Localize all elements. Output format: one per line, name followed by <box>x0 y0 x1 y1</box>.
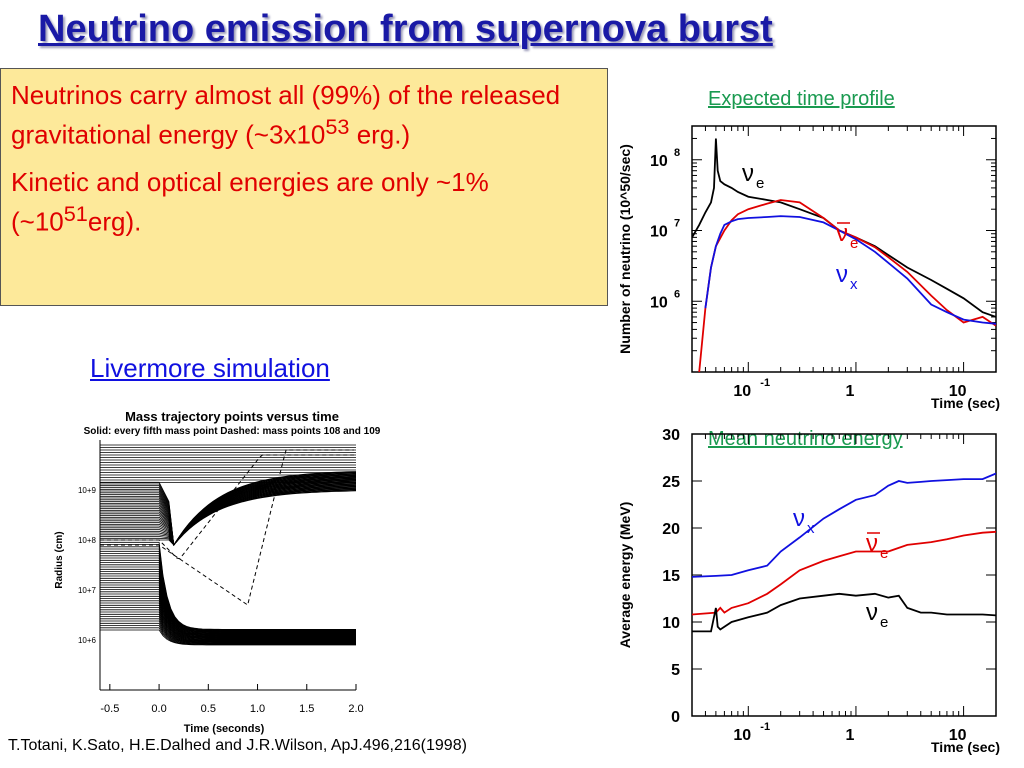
mean-energy-series-line-0 <box>692 472 996 578</box>
livermore-x-tick-label: 2.0 <box>348 703 363 715</box>
time-profile-y-axis-title: Number of neutrino (10^50/sec) <box>617 144 633 354</box>
mean-energy-x-tick-label: 1 <box>845 727 854 744</box>
livermore-expanding-trajectory <box>100 475 357 547</box>
mean-energy-legend-nu-e-subscript: e <box>880 614 888 631</box>
mean-energy-y-tick-label: 10 <box>662 615 680 632</box>
mean-energy-y-tick-label: 25 <box>662 474 680 491</box>
mean-energy-y-tick-label: 5 <box>671 662 680 679</box>
livermore-y-axis-title: Radius (cm) <box>54 531 65 588</box>
time-profile-chart: 10 -1 1 10 10 6 10 7 10 8 Time (sec) Number of neut… <box>617 125 1000 411</box>
livermore-expanding-trajectory <box>100 481 357 546</box>
livermore-y-tick-label: 10+6 <box>78 636 97 645</box>
livermore-x-tick-label: 0.5 <box>201 703 216 715</box>
mean-energy-legend-nu-e-bar: ν <box>866 530 878 557</box>
livermore-y-tick-label: 10+9 <box>78 486 97 495</box>
time-profile-x-tick-label: 10 <box>733 383 751 400</box>
livermore-expanding-trajectory <box>100 489 357 546</box>
time-profile-x-tick-label: 10 <box>949 383 967 400</box>
time-profile-y-tick-exponent: 8 <box>674 147 680 159</box>
time-profile-y-tick-exponent: 7 <box>674 218 680 230</box>
time-profile-legend-nu-e-subscript: e <box>756 175 764 192</box>
time-profile-y-tick-label: 10 <box>650 153 668 170</box>
slide-title: Neutrino emission from supernova burst <box>38 8 773 50</box>
livermore-dashed-trajectory-109 <box>100 454 354 560</box>
mean-energy-legend-nu-e-bar-subscript: e <box>880 545 888 562</box>
summary-callout-box: Neutrinos carry almost all (99%) of the … <box>0 68 608 306</box>
mean-energy-legend-nu-x-subscript: x <box>807 520 815 537</box>
mean-energy-frame <box>691 433 997 717</box>
mean-energy-y-tick-label: 30 <box>662 427 680 444</box>
livermore-title: Mass trajectory points versus time <box>125 409 339 424</box>
bullet-energy-fraction: Neutrinos carry almost all (99%) of the … <box>11 80 561 150</box>
livermore-collapsing-trajectory <box>100 562 356 634</box>
livermore-trajectories <box>100 444 357 646</box>
time-profile-legend-nu-x-subscript: x <box>850 276 858 293</box>
livermore-expanding-trajectory <box>100 486 357 546</box>
livermore-expanding-trajectory <box>100 484 357 546</box>
livermore-expanding-trajectory <box>100 472 357 547</box>
time-profile-x-tick-label: 1 <box>845 383 854 400</box>
time-profile-legend-nu-e-bar: ν <box>836 220 848 247</box>
mean-energy-legend-nu-x: ν <box>793 505 805 532</box>
mean-energy-x-tick-label: 10 <box>949 727 967 744</box>
livermore-expanding-trajectory <box>100 478 357 547</box>
mean-energy-y-tick-label: 15 <box>662 568 680 585</box>
livermore-y-tick-label: 10+7 <box>78 586 97 595</box>
livermore-x-tick-label: 1.0 <box>250 703 265 715</box>
time-profile-legend-nu-e: ν <box>742 160 754 187</box>
livermore-subtitle: Solid: every fifth mass point Dashed: ma… <box>84 426 381 437</box>
time-profile-frame <box>691 125 997 373</box>
mean-energy-y-tick-label: 0 <box>671 709 680 726</box>
livermore-x-tick-label: -0.5 <box>100 703 119 715</box>
livermore-x-tick-label: 0.0 <box>151 703 166 715</box>
mean-energy-series-line-2 <box>692 592 996 633</box>
time-profile-x-tick-exponent: -1 <box>760 377 770 389</box>
time-profile-series-line-1 <box>698 199 996 372</box>
livermore-simulation-link[interactable]: Livermore simulation <box>90 353 330 383</box>
livermore-y-tick-label: 10+8 <box>78 536 97 545</box>
mean-energy-chart: 10 -1 1 10 0 5 10 15 20 25 30 Time (sec) Average ene… <box>617 427 1000 755</box>
livermore-collapsing-trajectory <box>100 546 356 631</box>
expected-time-profile-label: Expected time profile <box>708 88 895 110</box>
mean-energy-x-tick-exponent: -1 <box>760 721 770 733</box>
time-profile-legend-nu-x: ν <box>836 261 848 288</box>
time-profile-y-tick-exponent: 6 <box>674 288 680 300</box>
livermore-x-tick-label: 1.5 <box>299 703 314 715</box>
mean-energy-y-axis-title: Average energy (MeV) <box>617 502 633 649</box>
mean-energy-x-tick-label: 10 <box>733 727 751 744</box>
time-profile-x-axis-title: Time (sec) <box>931 395 1000 411</box>
time-profile-legend-nu-e-bar-subscript: e <box>850 235 858 252</box>
mean-energy-series-line-1 <box>692 530 996 616</box>
mean-energy-x-axis-title: Time (sec) <box>931 739 1000 755</box>
time-profile-series-line-2 <box>704 215 996 325</box>
mean-energy-y-tick-label: 20 <box>662 521 680 538</box>
livermore-chart: Mass trajectory points versus time Solid:… <box>54 409 381 735</box>
citation: T.Totani, K.Sato, H.E.Dalhed and J.R.Wil… <box>8 737 467 754</box>
time-profile-y-tick-label: 10 <box>650 224 668 241</box>
livermore-collapsing-trajectory <box>100 541 356 630</box>
livermore-x-axis-title: Time (seconds) <box>184 723 265 735</box>
time-profile-y-tick-label: 10 <box>650 294 668 311</box>
mean-energy-legend-nu-e: ν <box>866 599 878 626</box>
livermore-dashed-trajectory-108 <box>100 449 354 606</box>
livermore-expanding-trajectory <box>100 471 357 547</box>
livermore-collapsing-trajectory <box>100 568 356 635</box>
bullet-kinetic-optical: Kinetic and optical energies are only ~1… <box>11 167 489 237</box>
